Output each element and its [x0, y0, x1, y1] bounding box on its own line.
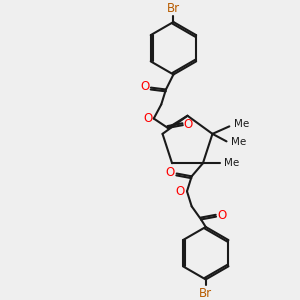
Text: O: O	[184, 118, 193, 131]
Text: Br: Br	[167, 2, 180, 14]
Text: O: O	[143, 112, 153, 125]
Text: O: O	[217, 209, 226, 222]
Text: O: O	[176, 185, 185, 198]
Text: Me: Me	[234, 119, 249, 130]
Text: Me: Me	[231, 137, 247, 147]
Text: Br: Br	[199, 287, 212, 300]
Text: O: O	[166, 166, 175, 179]
Text: Me: Me	[224, 158, 239, 168]
Text: O: O	[141, 80, 150, 93]
